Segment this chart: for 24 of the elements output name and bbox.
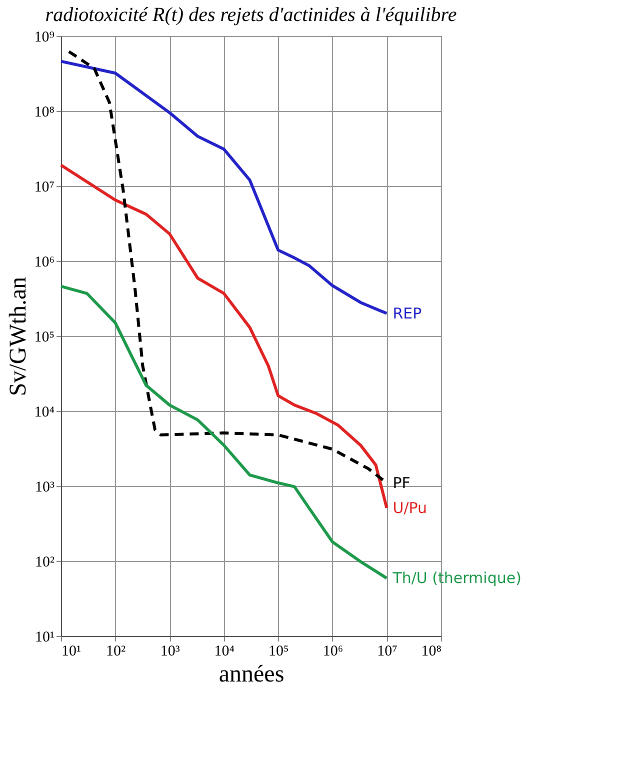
chart-title: radiotoxicité R(t) des rejets d'actinides à l'équilibre — [45, 4, 457, 26]
series-label: PF — [392, 474, 410, 492]
y-tick-label: 10⁹ — [34, 30, 54, 46]
y-tick-label: 10² — [35, 554, 55, 570]
x-tick-label: 10⁷ — [377, 644, 398, 660]
y-tick-label: 10⁷ — [34, 180, 54, 196]
y-tick-label: 10⁶ — [34, 254, 54, 270]
y-tick-label: 10³ — [35, 480, 55, 496]
x-tick-label: 10⁶ — [322, 644, 344, 660]
x-tick-label: 10⁵ — [268, 644, 289, 660]
y-tick-label: 10⁴ — [34, 404, 54, 420]
x-tick-label: 10¹ — [62, 644, 81, 660]
y-tick-label: 10⁵ — [34, 330, 54, 346]
series-label: REP — [392, 304, 422, 322]
y-tick-label: 10¹ — [35, 630, 54, 646]
series-label: Th/U (thermique) — [392, 569, 522, 588]
x-tick-label: 10³ — [160, 644, 180, 660]
y-axis-title: Sv/GWth.an — [5, 276, 32, 396]
x-axis-title: années — [218, 662, 284, 688]
x-tick-label: 10⁸ — [421, 644, 442, 660]
x-tick-label: 10² — [106, 644, 126, 660]
x-tick-label: 10⁴ — [214, 644, 234, 660]
series-label: U/Pu — [392, 498, 428, 517]
y-tick-label: 10⁸ — [34, 104, 54, 120]
